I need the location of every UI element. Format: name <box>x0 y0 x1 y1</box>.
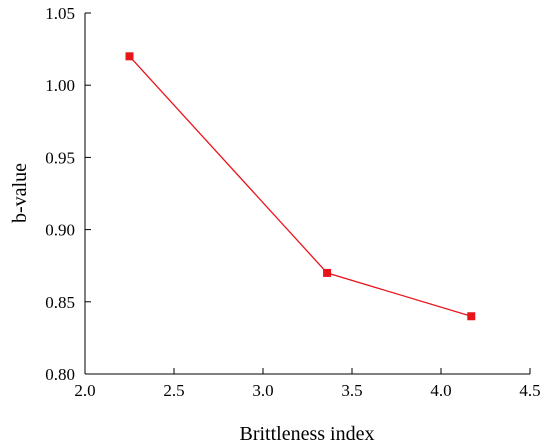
x-tick-label: 2.5 <box>163 381 184 400</box>
x-tick-label: 3.0 <box>252 381 273 400</box>
x-tick-label: 4.0 <box>430 381 451 400</box>
series-line <box>129 55 472 317</box>
y-ticks: 0.80 0.85 0.90 0.95 1.00 1.05 <box>45 4 91 384</box>
y-tick-label: 1.00 <box>45 76 75 95</box>
x-tick-label: 3.5 <box>341 381 362 400</box>
data-point-marker <box>125 52 134 61</box>
x-tick-label: 4.5 <box>519 381 540 400</box>
y-tick-label: 0.95 <box>45 148 75 167</box>
y-tick-label: 0.90 <box>45 221 75 240</box>
y-tick-label: 1.05 <box>45 4 75 23</box>
y-tick-label: 0.80 <box>45 365 75 384</box>
x-ticks: 2.0 2.5 3.0 3.5 4.0 4.5 <box>74 368 541 400</box>
y-tick-label: 0.85 <box>45 293 75 312</box>
axes-frame <box>84 13 530 375</box>
y-axis-title: b-value <box>9 163 31 223</box>
x-axis-title: Brittleness index <box>240 423 375 445</box>
x-tick-label: 2.0 <box>74 381 95 400</box>
data-point-marker <box>467 312 476 321</box>
series-layer <box>125 52 476 321</box>
data-point-marker <box>323 268 332 277</box>
